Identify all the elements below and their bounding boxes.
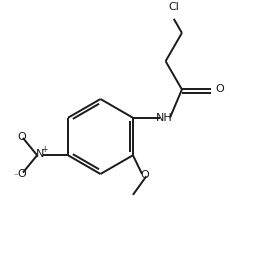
Text: O: O <box>140 170 149 180</box>
Text: Cl: Cl <box>168 2 179 11</box>
Text: NH: NH <box>156 113 173 123</box>
Text: O: O <box>17 169 26 179</box>
Text: O: O <box>17 132 26 142</box>
Text: N: N <box>36 149 45 159</box>
Text: ⁻: ⁻ <box>14 172 19 181</box>
Text: +: + <box>41 146 48 154</box>
Text: O: O <box>215 85 224 94</box>
